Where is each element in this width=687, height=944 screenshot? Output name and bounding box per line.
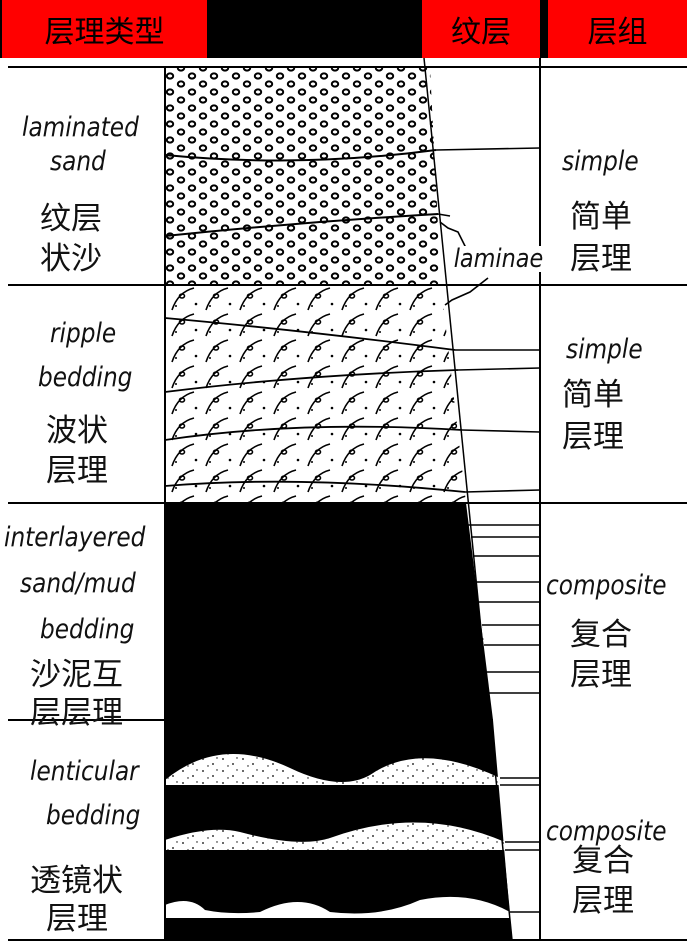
set-cn-1a: 简单 <box>570 199 632 235</box>
type-cn-2b: 层理 <box>46 453 108 489</box>
laminated-sand-column <box>164 68 441 285</box>
ripple-bedding-column <box>164 285 466 503</box>
type-cn-1a: 纹层 <box>40 201 102 237</box>
type-en-sandmud: sand/mud <box>20 568 136 599</box>
laminae-pointer-lower <box>444 277 489 306</box>
type-en-bedding-3: bedding <box>40 614 135 645</box>
type-en-interlayered: interlayered <box>4 522 146 553</box>
type-en-bedding-4: bedding <box>46 800 141 831</box>
header-layer-set: 层组 <box>548 0 687 58</box>
set-cn-2b: 层理 <box>562 419 624 455</box>
type-cn-4b: 层理 <box>46 901 108 937</box>
type-cn-1b: 状沙 <box>40 241 102 277</box>
set-cn-3b: 层理 <box>570 657 632 693</box>
type-en-ripple: ripple <box>50 318 117 349</box>
set-cn-3a: 复合 <box>570 617 632 653</box>
header-laminae: 纹层 <box>422 0 540 58</box>
laminae-lines <box>435 147 541 913</box>
lenticular-column <box>165 720 512 940</box>
type-cn-3b: 层层理 <box>30 695 123 731</box>
set-cn-4b: 层理 <box>572 883 634 919</box>
set-en-simple-2: simple <box>566 334 643 365</box>
set-en-composite-2: composite <box>546 816 667 847</box>
type-cn-3a: 沙泥互 <box>30 657 123 693</box>
set-en-simple-1: simple <box>562 146 639 177</box>
type-cn-4a: 透镜状 <box>30 863 123 899</box>
type-cn-2a: 波状 <box>46 413 108 449</box>
type-en-sand: sand <box>50 146 106 177</box>
header-layer-type: 层理类型 <box>2 0 207 58</box>
set-cn-2a: 简单 <box>562 377 624 413</box>
type-en-lenticular: lenticular <box>30 756 139 787</box>
type-en-laminated: laminated <box>22 112 139 143</box>
type-en-bedding-2: bedding <box>38 362 133 393</box>
set-cn-4a: 复合 <box>572 843 634 879</box>
set-en-composite-1: composite <box>546 570 667 601</box>
laminae-label: laminae <box>452 244 545 274</box>
set-cn-1b: 层理 <box>570 241 632 277</box>
interlayered-column <box>165 503 493 720</box>
laminae-pointer-upper <box>439 221 471 257</box>
